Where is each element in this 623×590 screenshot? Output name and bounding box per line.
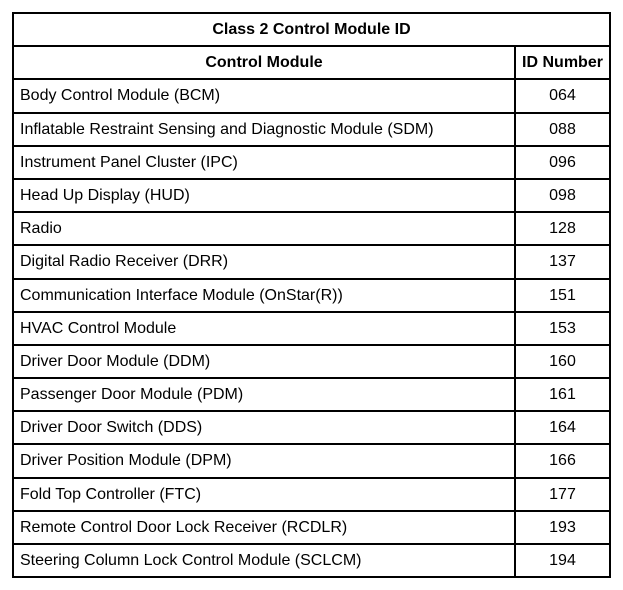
id-cell: 166: [515, 444, 610, 477]
id-cell: 088: [515, 113, 610, 146]
table-row: HVAC Control Module 153: [13, 312, 610, 345]
table-title-row: Class 2 Control Module ID: [13, 13, 610, 46]
control-module-table: Class 2 Control Module ID Control Module…: [12, 12, 611, 578]
module-cell: Driver Door Module (DDM): [13, 345, 515, 378]
table-row: Driver Door Switch (DDS) 164: [13, 411, 610, 444]
module-cell: Radio: [13, 212, 515, 245]
table-row: Driver Position Module (DPM) 166: [13, 444, 610, 477]
module-cell: Steering Column Lock Control Module (SCL…: [13, 544, 515, 577]
table-row: Steering Column Lock Control Module (SCL…: [13, 544, 610, 577]
id-cell: 153: [515, 312, 610, 345]
module-cell: Body Control Module (BCM): [13, 79, 515, 112]
id-cell: 151: [515, 279, 610, 312]
table-header-row: Control Module ID Number: [13, 46, 610, 79]
module-cell: Digital Radio Receiver (DRR): [13, 245, 515, 278]
id-cell: 164: [515, 411, 610, 444]
table-row: Fold Top Controller (FTC) 177: [13, 478, 610, 511]
id-cell: 098: [515, 179, 610, 212]
table-row: Body Control Module (BCM) 064: [13, 79, 610, 112]
table-row: Remote Control Door Lock Receiver (RCDLR…: [13, 511, 610, 544]
table-row: Instrument Panel Cluster (IPC) 096: [13, 146, 610, 179]
column-header-id: ID Number: [515, 46, 610, 79]
table-row: Head Up Display (HUD) 098: [13, 179, 610, 212]
id-cell: 128: [515, 212, 610, 245]
module-cell: Instrument Panel Cluster (IPC): [13, 146, 515, 179]
module-cell: Communication Interface Module (OnStar(R…: [13, 279, 515, 312]
id-cell: 064: [515, 79, 610, 112]
table-body: Body Control Module (BCM) 064 Inflatable…: [13, 79, 610, 577]
module-cell: Head Up Display (HUD): [13, 179, 515, 212]
table-row: Driver Door Module (DDM) 160: [13, 345, 610, 378]
table-row: Digital Radio Receiver (DRR) 137: [13, 245, 610, 278]
module-cell: Driver Door Switch (DDS): [13, 411, 515, 444]
module-cell: Passenger Door Module (PDM): [13, 378, 515, 411]
table-title: Class 2 Control Module ID: [13, 13, 610, 46]
table-row: Radio 128: [13, 212, 610, 245]
id-cell: 160: [515, 345, 610, 378]
column-header-module: Control Module: [13, 46, 515, 79]
module-cell: Remote Control Door Lock Receiver (RCDLR…: [13, 511, 515, 544]
table-row: Passenger Door Module (PDM) 161: [13, 378, 610, 411]
id-cell: 137: [515, 245, 610, 278]
module-cell: Inflatable Restraint Sensing and Diagnos…: [13, 113, 515, 146]
table-row: Communication Interface Module (OnStar(R…: [13, 279, 610, 312]
id-cell: 161: [515, 378, 610, 411]
module-cell: HVAC Control Module: [13, 312, 515, 345]
id-cell: 096: [515, 146, 610, 179]
table-row: Inflatable Restraint Sensing and Diagnos…: [13, 113, 610, 146]
module-cell: Driver Position Module (DPM): [13, 444, 515, 477]
id-cell: 194: [515, 544, 610, 577]
id-cell: 177: [515, 478, 610, 511]
module-cell: Fold Top Controller (FTC): [13, 478, 515, 511]
id-cell: 193: [515, 511, 610, 544]
